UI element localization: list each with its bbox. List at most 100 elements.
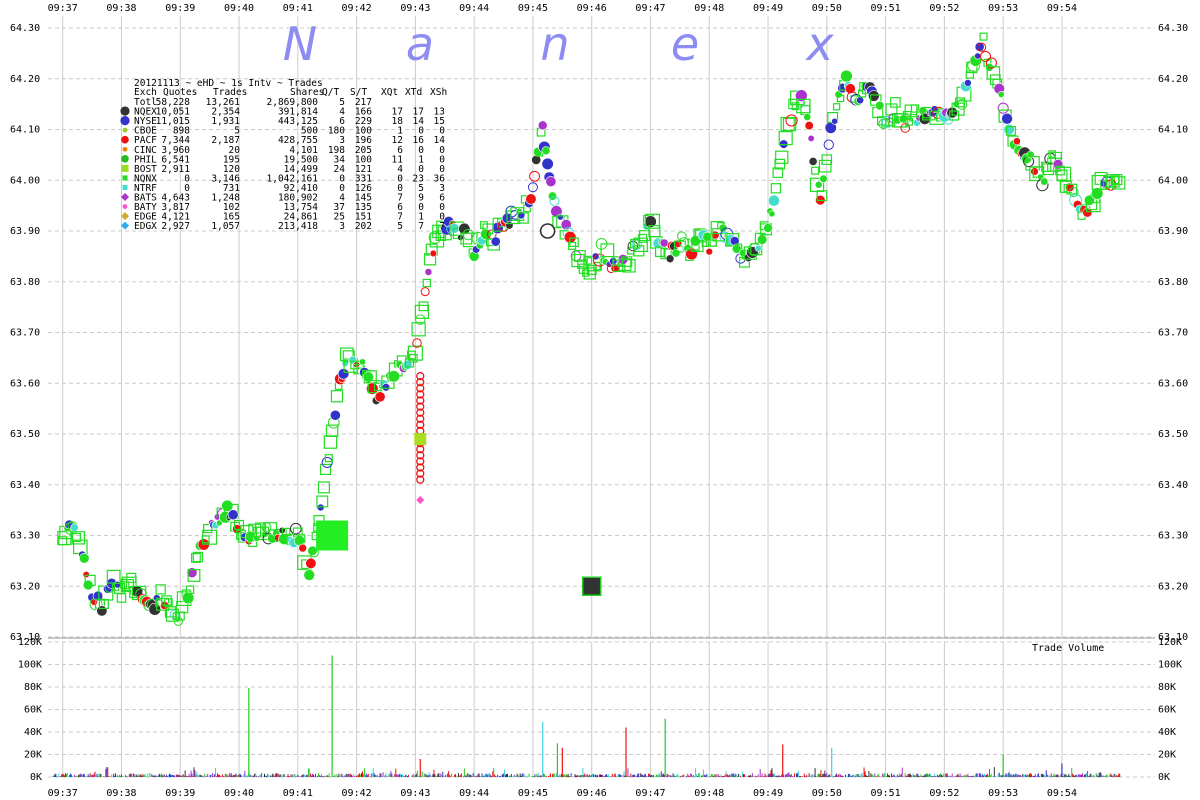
trade-marker (631, 239, 642, 250)
legend-marker (121, 193, 129, 201)
legend-cell: 196 (355, 135, 372, 146)
legend-cell: 0 (418, 202, 424, 213)
trade-marker (126, 572, 137, 583)
trade-marker (529, 170, 540, 182)
legend-cell: 7 (439, 221, 445, 232)
trade-marker (517, 212, 529, 224)
y-tick-label: 63.60 (1158, 378, 1188, 389)
trade-marker (570, 250, 582, 262)
trade-marker (821, 154, 833, 165)
trade-marker (92, 590, 104, 602)
trade-marker (176, 600, 189, 614)
legend-cell: 17 (413, 107, 424, 118)
trade-marker (819, 174, 828, 183)
legend-cell: 198 (328, 145, 345, 156)
pacf-trade-marker (416, 408, 425, 417)
trade-marker (778, 131, 793, 146)
legend-cell: 0 (418, 145, 424, 156)
legend-cell: 217 (355, 97, 372, 108)
trade-marker (490, 236, 501, 247)
legend-cell: 12 (392, 135, 403, 146)
trade-marker (169, 609, 180, 620)
legend-marker (121, 155, 129, 163)
legend-cell: 3 (439, 183, 445, 194)
trade-marker (831, 117, 839, 125)
trade-marker (768, 210, 776, 218)
legend-cell: 3 (339, 135, 345, 146)
chart-axes: 09:37 09:37 09:38 09:38 09:39 09:39 09:40 09:40… (10, 3, 1188, 799)
trade-marker (227, 509, 239, 521)
chart-grid (48, 16, 1155, 778)
trade-marker (788, 98, 799, 110)
trade-marker (317, 481, 330, 494)
legend-marker (122, 204, 128, 209)
trade-marker (795, 89, 808, 102)
x-tick-label: 09:51 (871, 3, 901, 14)
legend-cell: PHIL (134, 154, 157, 165)
trade-marker (583, 267, 596, 280)
trade-marker (82, 570, 90, 579)
trade-marker (374, 391, 386, 403)
trade-marker (633, 237, 648, 253)
legend-cell: EDGE (134, 212, 157, 223)
trade-marker (234, 519, 245, 530)
legend-cell: 4 (339, 107, 345, 118)
trade-marker (803, 113, 812, 121)
trade-marker (774, 158, 786, 170)
legend-marker (121, 135, 129, 144)
trade-marker (569, 237, 579, 247)
vol-tick-label: 100K (18, 660, 42, 671)
legend-cell: 3,146 (211, 173, 240, 184)
vol-tick-label: 60K (1158, 705, 1176, 716)
legend-cell: 9 (418, 193, 424, 204)
vol-tick-label: 0K (1158, 772, 1170, 783)
legend-cell: 205 (355, 145, 372, 156)
legend-marker (122, 175, 128, 181)
legend-cell: 4,643 (161, 193, 190, 204)
legend-title: 20121113 ~ eHD ~ 1s Intv ~ Trades (134, 78, 323, 89)
legend-cell: 898 (173, 126, 190, 137)
trade-marker (307, 545, 318, 556)
trade-marker (979, 32, 988, 41)
legend-cell: 19,500 (284, 154, 319, 165)
trade-marker (324, 454, 333, 463)
trade-marker (767, 194, 780, 207)
legend-cell: 3,817 (161, 202, 190, 213)
pacf-trade-marker (416, 390, 425, 399)
trade-marker (525, 193, 537, 205)
legend-cell: 0 (439, 202, 445, 213)
trade-marker (1110, 175, 1120, 185)
trade-marker (305, 557, 317, 569)
pacf-trade-marker (416, 445, 425, 454)
legend-cell: 17 (392, 107, 403, 118)
trade-marker (187, 569, 201, 582)
trade-marker (804, 121, 814, 131)
y-tick-label: 64.10 (1158, 125, 1188, 136)
legend-cell: 7 (418, 221, 424, 232)
legend-header: Quotes (163, 87, 197, 98)
trade-marker (818, 159, 832, 173)
legend-cell: 1 (418, 154, 424, 165)
legend-marker (120, 106, 130, 116)
trade-marker (366, 382, 379, 395)
legend-cell: 0 (339, 173, 345, 184)
pacf-trade-marker (416, 402, 425, 411)
trade-marker (298, 543, 308, 553)
trade-marker (885, 103, 898, 116)
y-tick-label: 63.70 (1158, 328, 1188, 339)
trade-marker (890, 97, 901, 108)
legend-cell: 4 (339, 193, 345, 204)
trade-marker (181, 591, 195, 605)
y-tick-label: 64.30 (1158, 23, 1188, 34)
legend-cell: 36 (434, 173, 446, 184)
vol-tick-label: 40K (24, 727, 42, 738)
vol-tick-label: 80K (24, 682, 42, 693)
watermark-letter: x (804, 17, 834, 71)
pacf-trade-marker (416, 451, 425, 460)
legend-cell: 331 (355, 173, 372, 184)
trade-marker (358, 358, 366, 366)
trade-marker (974, 52, 982, 60)
trade-marker (248, 537, 258, 547)
